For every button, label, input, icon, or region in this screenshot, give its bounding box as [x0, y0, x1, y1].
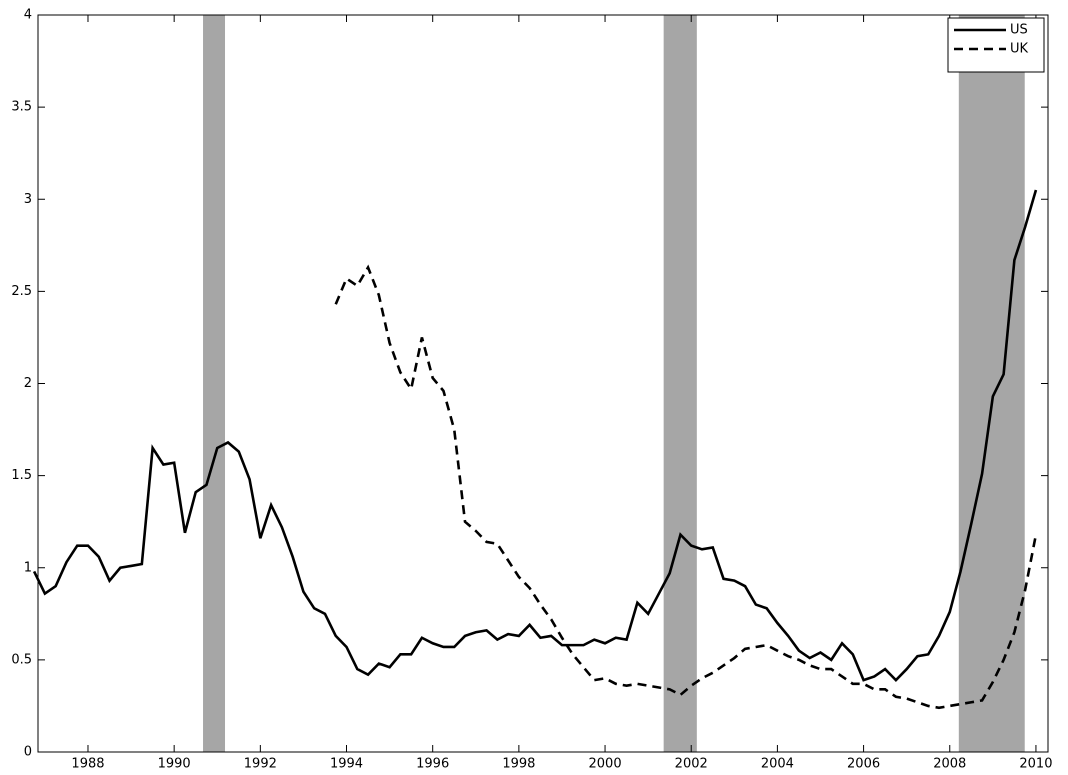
y-tick-label: 3.5	[11, 100, 32, 115]
x-tick-label: 1996	[416, 757, 449, 772]
series-line	[32, 189, 1038, 683]
x-tick-label: 1992	[244, 757, 277, 772]
plot-frame	[37, 14, 1049, 753]
recession-shade	[203, 15, 226, 752]
x-tick-label: 1990	[158, 757, 191, 772]
x-tick-label: 1998	[502, 757, 535, 772]
y-tick-label: 1	[24, 560, 32, 575]
series-line	[334, 264, 1038, 710]
x-tick-label: 2006	[847, 757, 880, 772]
legend-box	[947, 17, 1045, 73]
legend-label: US	[1010, 23, 1028, 38]
y-tick-label: 3	[24, 192, 32, 207]
x-tick-label: 2008	[933, 757, 966, 772]
x-tick-label: 1994	[330, 757, 363, 772]
x-tick-label: 2000	[589, 757, 622, 772]
recession-shade	[958, 15, 1025, 752]
y-tick-label: 4	[24, 8, 32, 23]
legend-label: UK	[1010, 42, 1029, 57]
x-tick-label: 2004	[761, 757, 794, 772]
x-tick-label: 2002	[675, 757, 708, 772]
recession-shade	[663, 15, 697, 752]
y-tick-label: 0.5	[11, 652, 32, 667]
y-tick-label: 2	[24, 376, 32, 391]
y-tick-label: 2.5	[11, 284, 32, 299]
y-tick-label: 1.5	[11, 468, 32, 483]
y-tick-label: 0	[24, 745, 32, 760]
x-tick-label: 1988	[71, 757, 104, 772]
x-tick-label: 2010	[1019, 757, 1052, 772]
